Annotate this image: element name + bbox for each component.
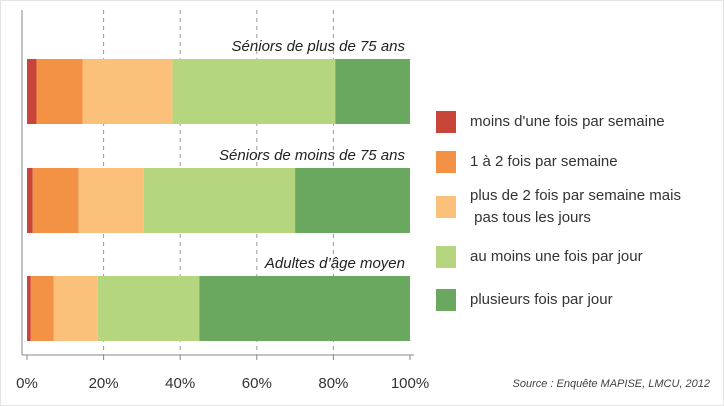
bar-segment bbox=[97, 276, 200, 341]
bar-segment bbox=[27, 276, 31, 341]
x-tick-label: 20% bbox=[89, 375, 119, 392]
legend-swatch bbox=[436, 111, 456, 133]
legend-swatch bbox=[436, 151, 456, 173]
x-tick-label: 60% bbox=[242, 375, 272, 392]
bar-segment bbox=[295, 168, 410, 233]
bar-segment bbox=[82, 59, 173, 124]
bar-segment bbox=[143, 168, 296, 233]
bar-segment bbox=[32, 168, 79, 233]
x-tick-label: 100% bbox=[391, 375, 429, 392]
bar-segment bbox=[335, 59, 410, 124]
bar-segment bbox=[36, 59, 83, 124]
bar-segment bbox=[30, 276, 54, 341]
bar-segment bbox=[27, 168, 33, 233]
x-tick-label: 40% bbox=[165, 375, 195, 392]
group-label: Séniors de plus de 75 ans bbox=[232, 38, 406, 55]
legend-swatch bbox=[436, 246, 456, 268]
bar-segment bbox=[53, 276, 98, 341]
source-note: Source : Enquête MAPISE, LMCU, 2012 bbox=[513, 378, 711, 390]
x-tick-label: 0% bbox=[16, 375, 38, 392]
legend-label: moins d'une fois par semaine bbox=[470, 113, 665, 130]
legend-swatch bbox=[436, 289, 456, 311]
group-label: Adultes d’âge moyen bbox=[264, 255, 405, 272]
group-label: Séniors de moins de 75 ans bbox=[219, 147, 405, 164]
legend-label: plusieurs fois par jour bbox=[470, 291, 613, 308]
bar-segment bbox=[172, 59, 336, 124]
legend-label: 1 à 2 fois par semaine bbox=[470, 153, 618, 170]
legend-swatch bbox=[436, 196, 456, 218]
legend-label: plus de 2 fois par semaine mais pas tous… bbox=[470, 187, 681, 226]
legend-label: au moins une fois par jour bbox=[470, 248, 643, 265]
bar-segment bbox=[199, 276, 410, 341]
x-tick-label: 80% bbox=[318, 375, 348, 392]
bar-segment bbox=[27, 59, 37, 124]
bar-segment bbox=[78, 168, 144, 233]
